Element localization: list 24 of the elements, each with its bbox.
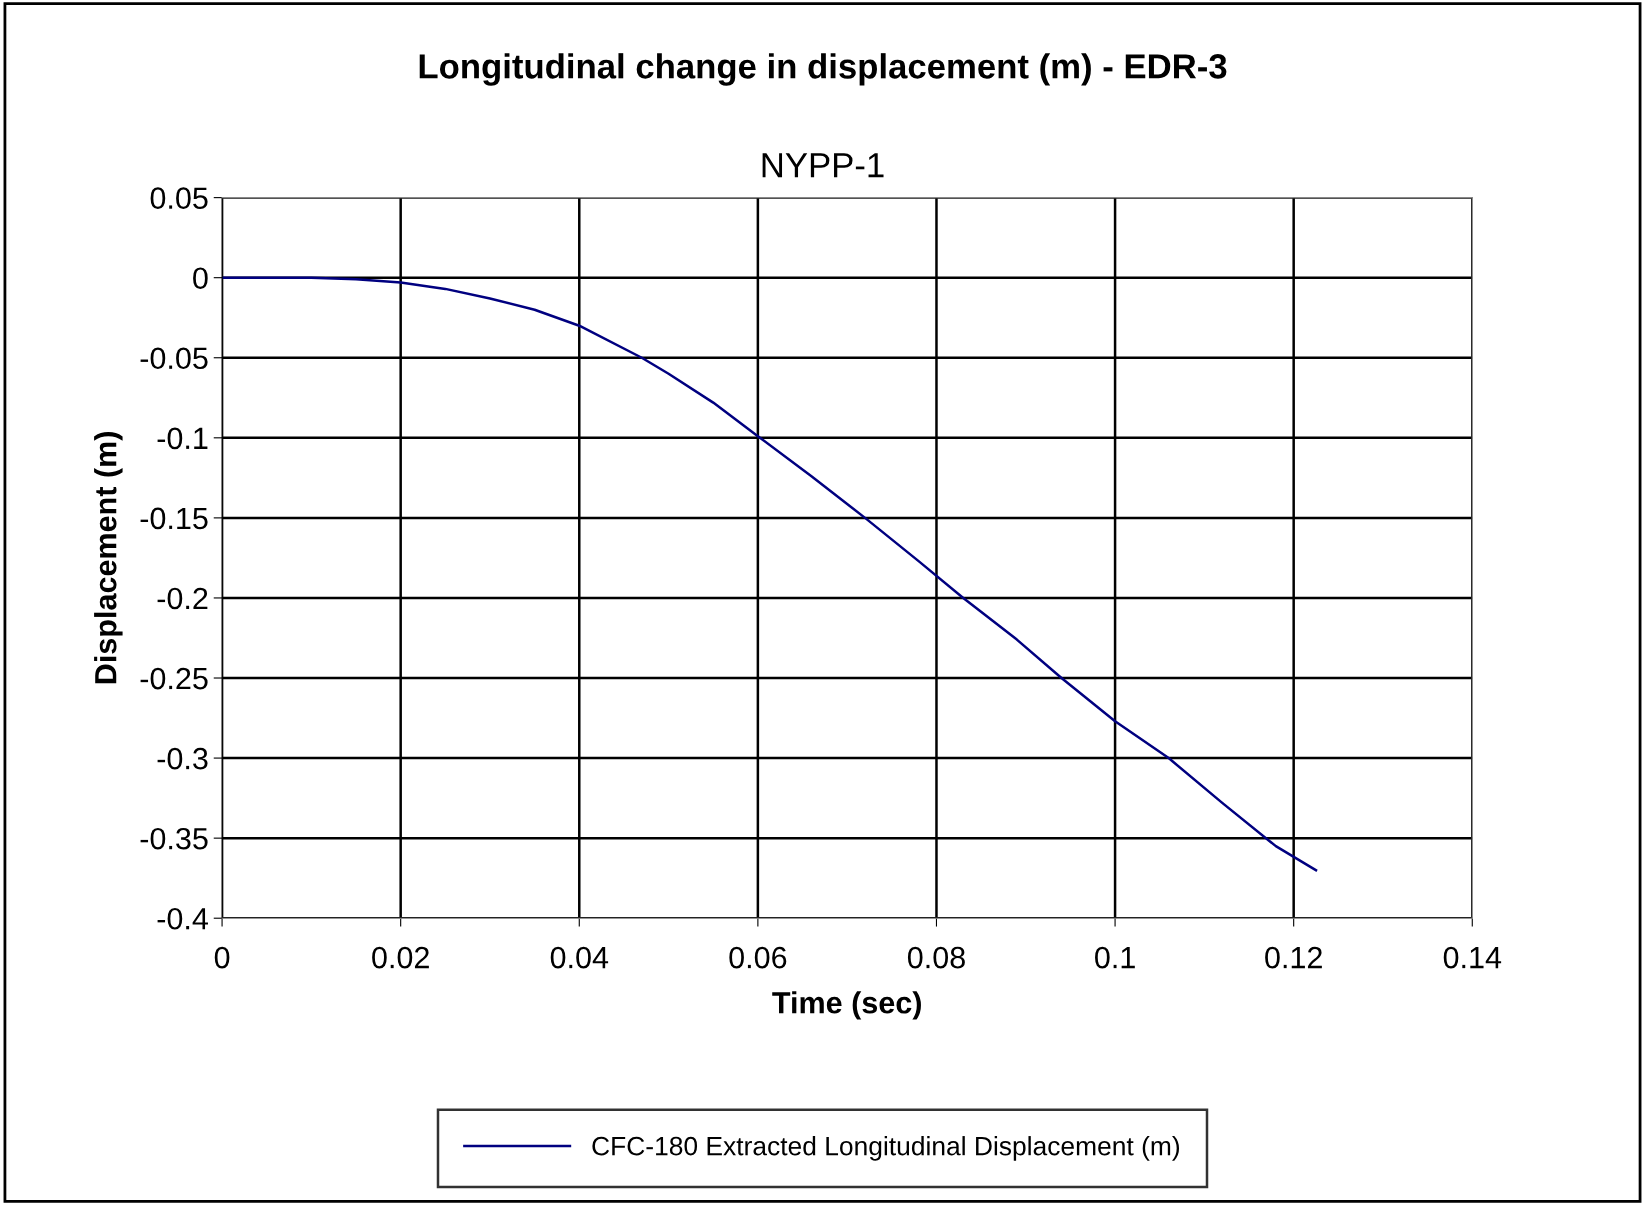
x-tick-label: 0.02 <box>372 946 429 969</box>
y-tick-label: 0.05 <box>150 187 208 209</box>
y-tick-label: -0.2 <box>157 587 208 610</box>
x-tick-label: 0.1 <box>1095 946 1135 969</box>
y-tick-label: -0.4 <box>157 907 208 930</box>
x-tick-label: 0.06 <box>729 946 787 969</box>
x-tick-label: 0.14 <box>1443 946 1502 969</box>
y-tick-label: -0.25 <box>140 667 208 690</box>
y-tick-label: -0.35 <box>140 827 208 850</box>
x-axis-title: Time (sec) <box>772 991 921 1020</box>
y-tick-label: 0 <box>193 267 208 290</box>
y-axis-title: Displacement (m) <box>94 432 123 684</box>
x-tick-label: 0 <box>214 946 230 969</box>
chart-title: Longitudinal change in displacement (m) - EDR-3 <box>419 53 1227 86</box>
x-tick-label: 0.04 <box>550 946 609 969</box>
chart-subtitle: NYPP-1 <box>762 153 884 178</box>
y-tick-label: -0.3 <box>157 747 208 770</box>
x-tick-label: 0.08 <box>907 946 965 969</box>
y-tick-label: -0.1 <box>157 427 208 450</box>
legend-label: CFC-180 Extracted Longitudinal Displacement (m) <box>592 1136 1180 1161</box>
line-series <box>222 276 1318 872</box>
x-tick-label: 0.12 <box>1265 946 1322 969</box>
y-tick-label: -0.05 <box>140 347 208 370</box>
y-tick-label: -0.15 <box>140 507 208 530</box>
